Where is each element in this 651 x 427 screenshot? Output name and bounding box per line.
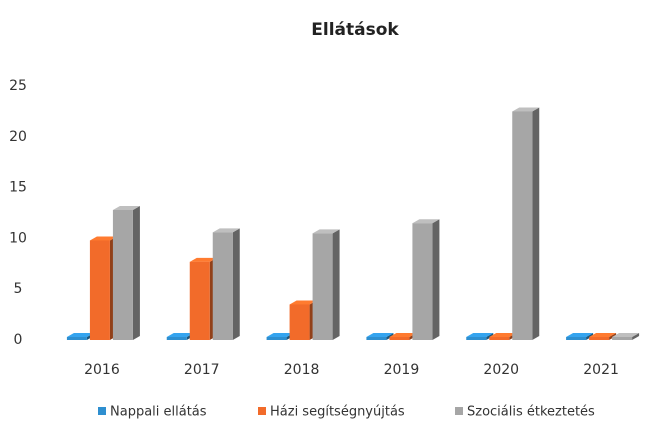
bar-top: [112, 206, 140, 210]
bar-front: [466, 337, 487, 340]
bar-front: [212, 232, 233, 340]
bar-front: [312, 233, 333, 340]
bar-top: [189, 257, 217, 262]
bar-side: [486, 333, 494, 340]
bar-front: [612, 337, 633, 340]
bar: [389, 333, 417, 340]
bar: [66, 333, 94, 340]
bar-top: [366, 333, 394, 337]
x-tick-label: 2017: [184, 362, 220, 378]
bar-top: [289, 300, 317, 305]
bar-front: [189, 261, 210, 340]
bar-side: [532, 107, 540, 340]
x-tick-label: 2021: [583, 362, 619, 378]
bar: [289, 300, 317, 340]
y-tick-label: 0: [14, 332, 23, 348]
legend-swatch: [258, 407, 266, 415]
bar-top: [512, 107, 540, 112]
bar: [89, 236, 117, 340]
bar-top: [312, 229, 340, 234]
bar: [189, 257, 217, 340]
bar-front: [366, 337, 387, 340]
bar-front: [112, 210, 133, 340]
y-tick-label: 15: [9, 180, 27, 196]
legend-swatch: [98, 407, 106, 415]
x-tick-label: 2020: [483, 362, 519, 378]
x-tick-label: 2019: [384, 362, 420, 378]
bar-side: [632, 333, 640, 340]
bar-side: [432, 219, 440, 340]
legend-label: Szociális étkeztetés: [467, 405, 595, 420]
legend-swatch: [455, 407, 463, 415]
bar-front: [66, 337, 87, 340]
bar-top: [166, 333, 194, 337]
bar-front: [166, 337, 187, 340]
legend-label: Nappali ellátás: [110, 405, 207, 420]
legend-label: Házi segítségnyújtás: [270, 405, 405, 420]
bar: [112, 206, 140, 340]
bar-top: [266, 333, 294, 337]
bar-front: [512, 111, 533, 340]
bar-front: [89, 240, 110, 340]
y-tick-label: 25: [9, 78, 27, 94]
bar-top: [89, 236, 117, 241]
bar-side: [132, 206, 140, 340]
bar: [512, 107, 540, 340]
bar: [412, 219, 440, 340]
bar: [489, 333, 517, 340]
bar-front: [412, 223, 433, 340]
bar: [166, 333, 194, 340]
bar: [466, 333, 494, 340]
x-tick-label: 2018: [284, 362, 320, 378]
bar-top: [589, 333, 617, 337]
bar-side: [386, 333, 394, 340]
bar-top: [612, 333, 640, 337]
y-tick-label: 20: [9, 129, 27, 145]
bar-front: [266, 337, 287, 340]
x-tick-label: 2016: [84, 362, 120, 378]
bar-top: [566, 333, 594, 337]
bar-front: [566, 337, 587, 340]
bar-side: [332, 229, 340, 340]
bar: [566, 333, 594, 340]
bar: [266, 333, 294, 340]
bar-front: [489, 337, 510, 340]
chart-title: Ellátások: [311, 20, 399, 40]
bar-front: [389, 337, 410, 340]
y-tick-label: 10: [9, 230, 27, 246]
bar-top: [66, 333, 94, 337]
bar: [366, 333, 394, 340]
bar-top: [489, 333, 517, 337]
bar: [212, 228, 240, 340]
y-tick-label: 5: [14, 281, 23, 297]
bar-top: [389, 333, 417, 337]
bar: [312, 229, 340, 340]
bar-side: [609, 333, 617, 340]
bar-top: [412, 219, 440, 224]
bar: [589, 333, 617, 340]
bar-front: [589, 337, 610, 340]
bar-side: [586, 333, 594, 340]
bar: [612, 333, 640, 340]
bar-top: [212, 228, 240, 233]
bar-front: [289, 304, 310, 340]
bar-side: [232, 228, 240, 340]
bar-top: [466, 333, 494, 337]
